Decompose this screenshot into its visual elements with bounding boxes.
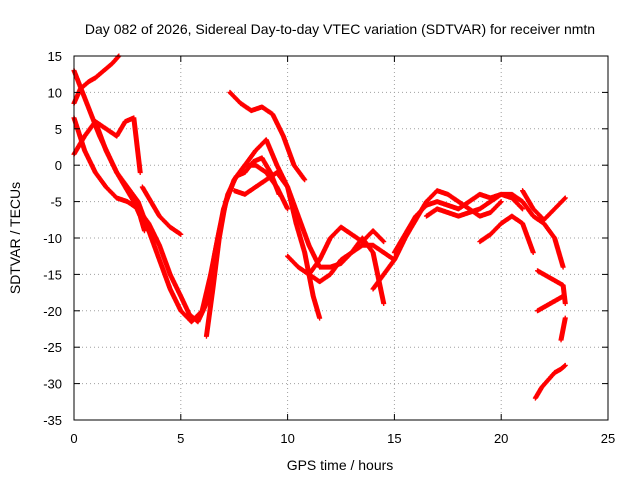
y-tick-label: 5 xyxy=(55,122,62,137)
series-arc-m xyxy=(391,191,526,256)
y-tick-label: 10 xyxy=(48,85,62,100)
y-tick-label: -15 xyxy=(43,267,62,282)
series-arc-f xyxy=(139,184,184,237)
x-tick-label: 5 xyxy=(177,431,184,446)
y-tick-label: -5 xyxy=(50,195,62,210)
y-tick-label: -10 xyxy=(43,231,62,246)
series-arc-t xyxy=(532,362,568,401)
x-tick-labels: 0 5 10 15 20 25 xyxy=(70,431,615,446)
series-arc-s xyxy=(558,315,568,343)
axis-ticks xyxy=(73,55,609,421)
x-axis-label: GPS time / hours xyxy=(287,457,394,473)
y-tick-label: -30 xyxy=(43,377,62,392)
x-tick-label: 0 xyxy=(70,431,77,446)
data-point-markers xyxy=(535,293,566,314)
data-point-markers xyxy=(285,224,387,277)
data-point-markers xyxy=(477,213,536,256)
series-arc-r xyxy=(535,293,566,314)
data-point-markers xyxy=(227,89,308,183)
x-tick-label: 10 xyxy=(280,431,294,446)
series-arc-n xyxy=(423,191,566,270)
series-arc-p xyxy=(520,188,568,223)
y-tick-labels: 15 10 5 0 -5 -10 -15 -20 -25 -30 -35 xyxy=(43,49,62,428)
y-tick-label: -25 xyxy=(43,340,62,355)
data-point-markers xyxy=(532,362,568,401)
y-tick-label: 0 xyxy=(55,158,62,173)
x-tick-label: 20 xyxy=(494,431,508,446)
x-tick-label: 25 xyxy=(601,431,615,446)
series-arc-o xyxy=(477,213,536,256)
data-points xyxy=(71,53,568,401)
series-arc-j xyxy=(285,224,387,277)
series-arc-q xyxy=(535,268,568,307)
y-tick-label: -35 xyxy=(43,413,62,428)
y-tick-label: -20 xyxy=(43,304,62,319)
series-arc-h xyxy=(227,89,308,183)
data-point-markers xyxy=(520,188,568,223)
y-axis-label: SDTVAR / TECUs xyxy=(7,182,23,294)
data-point-markers xyxy=(139,184,184,237)
x-tick-label: 15 xyxy=(387,431,401,446)
data-point-markers xyxy=(535,268,568,307)
chart-title: Day 082 of 2026, Sidereal Day-to-day VTE… xyxy=(85,21,595,37)
y-tick-label: 15 xyxy=(48,49,62,64)
data-point-markers xyxy=(391,191,526,256)
grid xyxy=(74,56,608,420)
data-point-markers xyxy=(558,315,568,343)
data-point-markers xyxy=(423,191,566,270)
